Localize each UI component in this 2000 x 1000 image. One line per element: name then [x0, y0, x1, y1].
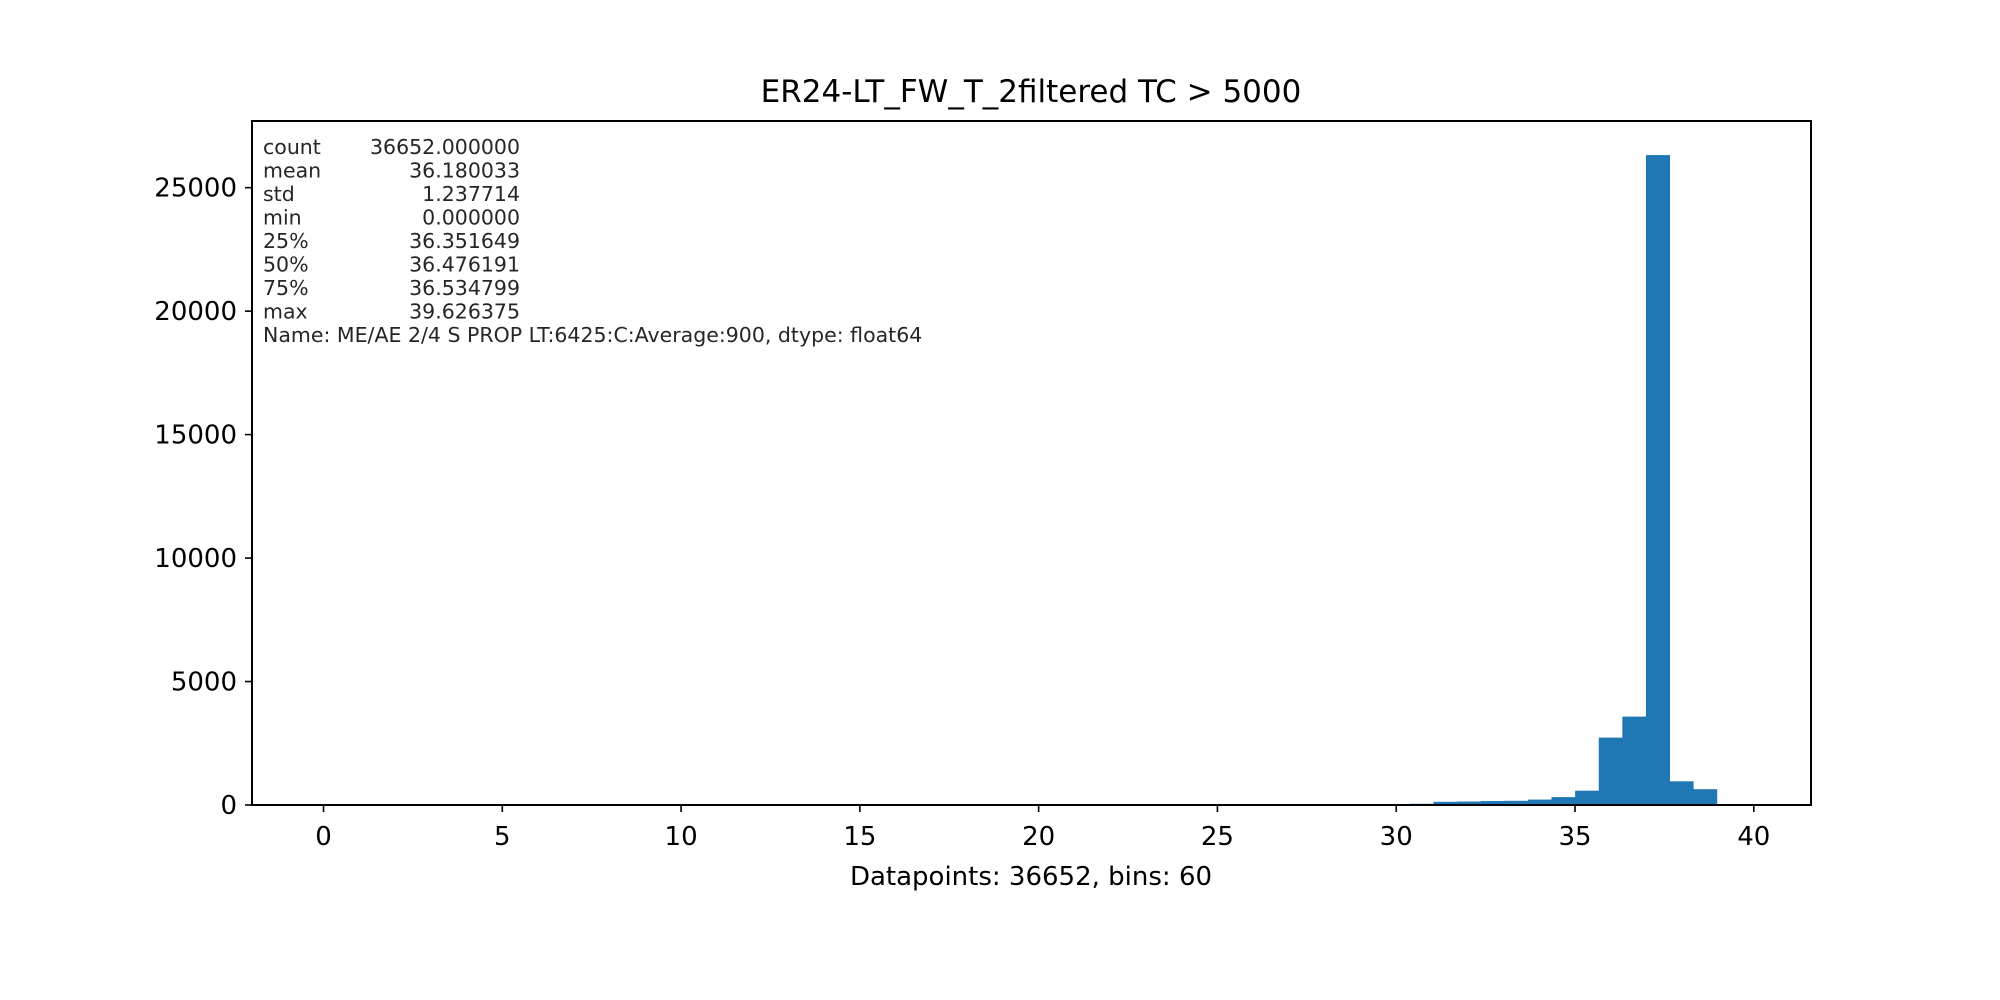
stats-value: 36.351649	[409, 229, 520, 253]
histogram-bar	[1504, 800, 1529, 805]
stats-value: 36.180033	[409, 159, 520, 183]
y-tick-label: 10000	[154, 544, 237, 574]
histogram-bar	[1645, 155, 1670, 805]
stats-name-line: Name: ME/AE 2/4 S PROP LT:6425:C:Average…	[263, 323, 922, 347]
x-tick-label: 40	[1737, 822, 1770, 852]
histogram-bar	[1598, 737, 1623, 805]
chart-title: ER24-LT_FW_T_2filtered TC > 5000	[761, 74, 1302, 110]
stats-value: 39.626375	[409, 300, 520, 324]
histogram-bar	[1457, 801, 1482, 805]
stats-value: 0.000000	[422, 206, 520, 230]
y-tick-label: 15000	[154, 421, 237, 451]
y-tick-label: 25000	[154, 174, 237, 204]
stats-key: count	[263, 135, 321, 159]
stats-key: max	[263, 300, 308, 324]
histogram-bar	[1527, 799, 1552, 805]
stats-key: std	[263, 182, 295, 206]
stats-value: 36.534799	[409, 276, 520, 300]
y-tick-label: 5000	[171, 668, 237, 698]
x-tick-label: 35	[1558, 822, 1591, 852]
histogram-bars	[1362, 155, 1718, 805]
stats-key: min	[263, 206, 302, 230]
x-tick-label: 15	[843, 822, 876, 852]
x-axis-ticks: 0 5 10 15 20 25 30 35 40	[315, 805, 1770, 852]
x-tick-label: 30	[1380, 822, 1413, 852]
stats-value: 36652.000000	[370, 135, 520, 159]
x-tick-label: 5	[494, 822, 511, 852]
y-axis-ticks: 0 5000 10000 15000 20000 25000	[154, 174, 252, 821]
x-tick-label: 20	[1022, 822, 1055, 852]
histogram-bar	[1693, 789, 1718, 805]
histogram-bar	[1551, 797, 1576, 805]
stats-value: 36.476191	[409, 253, 520, 277]
stats-key: mean	[263, 159, 321, 183]
plot-frame	[251, 120, 1812, 806]
stats-key: 75%	[263, 276, 309, 300]
x-tick-label: 10	[665, 822, 698, 852]
histogram-bar	[1575, 790, 1600, 805]
histogram-bar	[1669, 781, 1694, 805]
stats-annotation: count 36652.000000 mean 36.180033 std 1.23771…	[263, 135, 922, 347]
histogram-bar	[1622, 716, 1647, 805]
x-axis-label: Datapoints: 36652, bins: 60	[850, 862, 1212, 892]
x-tick-label: 25	[1201, 822, 1234, 852]
y-tick-label: 0	[220, 791, 237, 821]
x-tick-label: 0	[315, 822, 332, 852]
stats-key: 50%	[263, 253, 309, 277]
stats-value: 1.237714	[422, 182, 520, 206]
y-tick-label: 20000	[154, 297, 237, 327]
histogram-bar	[1433, 801, 1458, 805]
stats-key: 25%	[263, 229, 309, 253]
histogram-bar	[1480, 801, 1505, 805]
